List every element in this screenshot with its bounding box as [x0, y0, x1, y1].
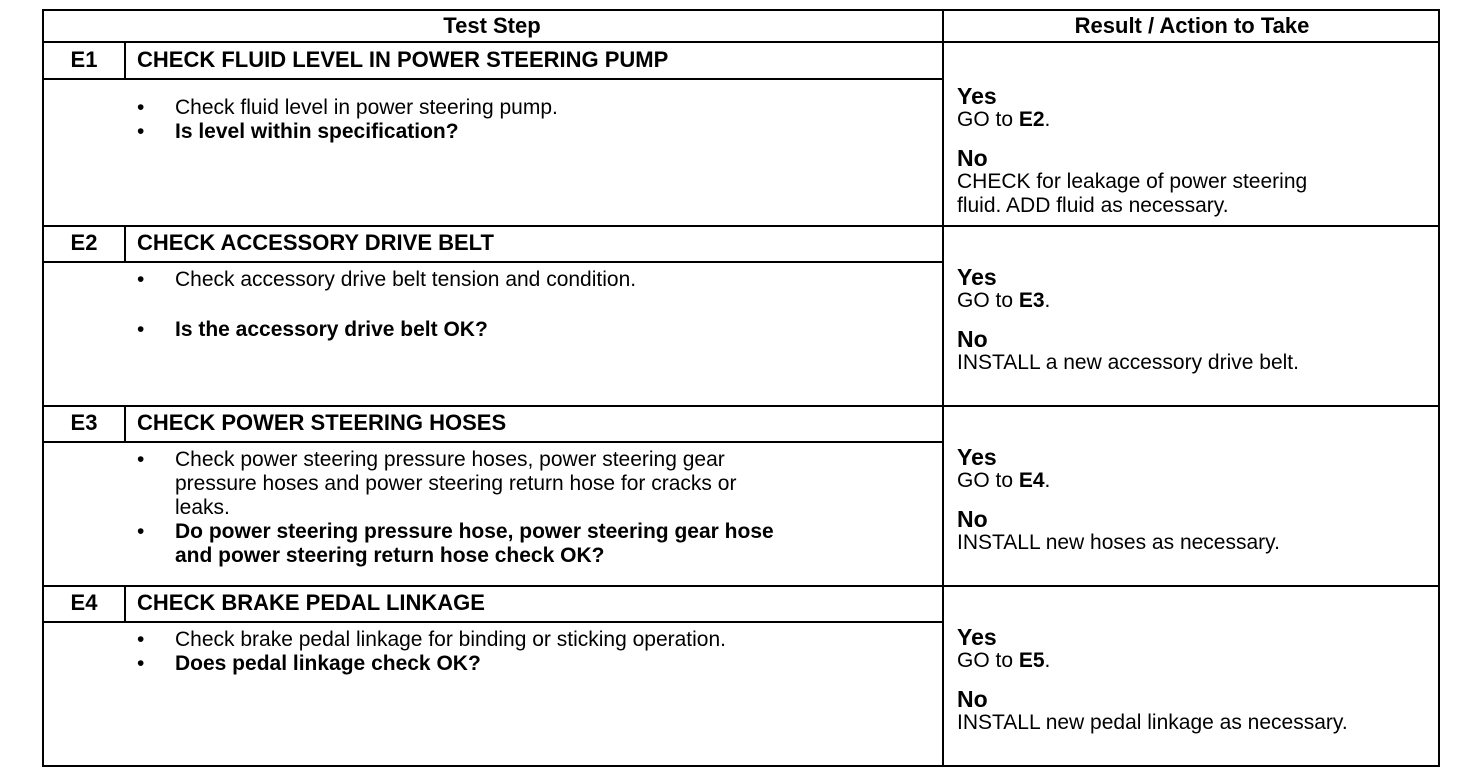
bullet-line: Does pedal linkage check OK?	[175, 652, 481, 675]
spacer	[957, 132, 1307, 146]
title-divider	[42, 441, 942, 443]
bullet-icon: •	[137, 268, 145, 291]
bullet-text: Do power steering pressure hose, power s…	[175, 520, 774, 568]
header-test-step: Test Step	[443, 13, 541, 38]
yes-target: E3	[1018, 289, 1045, 312]
yes-prefix: GO to	[957, 108, 1019, 131]
bullet-line: Is the accessory drive belt OK?	[175, 318, 488, 341]
title-divider	[42, 621, 942, 623]
bullet-line: Check accessory drive belt tension and c…	[175, 268, 637, 291]
yes-prefix: GO to	[957, 469, 1019, 492]
id-divider	[124, 405, 126, 442]
bullet-icon: •	[137, 318, 145, 341]
yes-action: GO to E2.	[957, 108, 1307, 132]
bullet-text: Is the accessory drive belt OK?	[175, 318, 488, 342]
bullet-text: Check brake pedal linkage for binding or…	[175, 628, 726, 652]
spacer	[957, 313, 1299, 327]
step-id: E3	[70, 410, 98, 435]
bullet-line: Is level within specification?	[175, 120, 459, 143]
result-block: Yes GO to E2. No CHECK for leakage of power…	[957, 84, 1307, 218]
yes-prefix: GO to	[957, 289, 1019, 312]
bullet-line: and power steering return hose check OK?	[175, 544, 605, 567]
step-id: E2	[70, 230, 98, 255]
bullet-line: leaks.	[175, 496, 230, 519]
yes-suffix: .	[1044, 289, 1051, 312]
bullet-text: Check accessory drive belt tension and c…	[175, 268, 636, 292]
no-action-line: INSTALL a new accessory drive belt.	[957, 351, 1299, 374]
test-step-table	[42, 9, 1440, 767]
bullet-icon: •	[137, 520, 145, 543]
step-divider	[42, 405, 1440, 407]
spacer	[957, 673, 1348, 687]
bullet-text: Check power steering pressure hoses, pow…	[175, 448, 736, 520]
header-divider	[42, 41, 1440, 43]
yes-label: Yes	[957, 624, 997, 650]
bullet-icon: •	[137, 628, 145, 651]
no-action-line: fluid. ADD fluid as necessary.	[957, 194, 1229, 217]
bullet-line: Check brake pedal linkage for binding or…	[175, 628, 726, 651]
step-divider	[42, 225, 1440, 227]
bullet-text: Does pedal linkage check OK?	[175, 652, 481, 676]
bullet-line: Check fluid level in power steering pump…	[175, 96, 558, 119]
bullet-text: Check fluid level in power steering pump…	[175, 96, 558, 120]
bullet-icon: •	[137, 448, 145, 471]
result-block: Yes GO to E4. No INSTALL new hoses as neces…	[957, 445, 1280, 555]
yes-action: GO to E5.	[957, 649, 1348, 673]
step-title: CHECK FLUID LEVEL IN POWER STEERING PUMP	[137, 47, 669, 72]
bullet-text: Is level within specification?	[175, 120, 459, 144]
title-divider	[42, 261, 942, 263]
yes-action: GO to E3.	[957, 289, 1299, 313]
yes-suffix: .	[1044, 469, 1051, 492]
header-result: Result / Action to Take	[1074, 13, 1310, 38]
yes-label: Yes	[957, 83, 997, 109]
no-action-line: CHECK for leakage of power steering	[957, 170, 1308, 193]
yes-label: Yes	[957, 444, 997, 470]
step-divider	[42, 585, 1440, 587]
step-title: CHECK POWER STEERING HOSES	[137, 410, 507, 435]
result-block: Yes GO to E3. No INSTALL a new accessory dr…	[957, 265, 1299, 375]
spacer	[957, 493, 1280, 507]
step-id: E1	[70, 47, 98, 72]
step-id: E4	[70, 590, 98, 615]
yes-target: E2	[1018, 108, 1045, 131]
step-title: CHECK BRAKE PEDAL LINKAGE	[137, 590, 485, 615]
no-label: No	[957, 326, 988, 352]
column-divider	[942, 9, 944, 767]
bullet-line: Check power steering pressure hoses, pow…	[175, 448, 725, 471]
yes-target: E4	[1018, 469, 1045, 492]
yes-prefix: GO to	[957, 649, 1019, 672]
no-label: No	[957, 686, 988, 712]
no-label: No	[957, 506, 988, 532]
no-action-line: INSTALL new pedal linkage as necessary.	[957, 711, 1348, 734]
no-label: No	[957, 145, 988, 171]
id-divider	[124, 42, 126, 79]
bullet-line: pressure hoses and power steering return…	[175, 472, 737, 495]
yes-suffix: .	[1044, 649, 1051, 672]
id-divider	[124, 225, 126, 262]
bullet-icon: •	[137, 120, 145, 143]
bullet-icon: •	[137, 96, 145, 119]
yes-action: GO to E4.	[957, 469, 1280, 493]
step-title: CHECK ACCESSORY DRIVE BELT	[137, 230, 494, 255]
bullet-line: Do power steering pressure hose, power s…	[175, 520, 774, 543]
bullet-icon: •	[137, 652, 145, 675]
yes-target: E5	[1018, 649, 1045, 672]
title-divider	[42, 78, 942, 80]
yes-label: Yes	[957, 264, 997, 290]
yes-suffix: .	[1044, 108, 1051, 131]
id-divider	[124, 585, 126, 622]
no-action-line: INSTALL new hoses as necessary.	[957, 531, 1280, 554]
result-block: Yes GO to E5. No INSTALL new pedal linkage …	[957, 625, 1348, 735]
